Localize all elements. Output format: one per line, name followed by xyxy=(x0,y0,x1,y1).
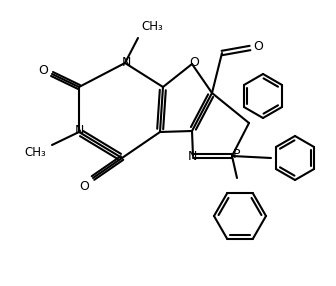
Text: CH₃: CH₃ xyxy=(141,21,163,33)
Text: O: O xyxy=(38,65,48,78)
Text: CH₃: CH₃ xyxy=(24,146,46,160)
Text: O: O xyxy=(189,55,199,69)
Text: N: N xyxy=(187,150,197,164)
Text: N: N xyxy=(74,124,84,138)
Text: N: N xyxy=(121,55,131,69)
Text: O: O xyxy=(253,41,263,53)
Text: O: O xyxy=(79,180,89,192)
Text: P: P xyxy=(233,148,241,162)
